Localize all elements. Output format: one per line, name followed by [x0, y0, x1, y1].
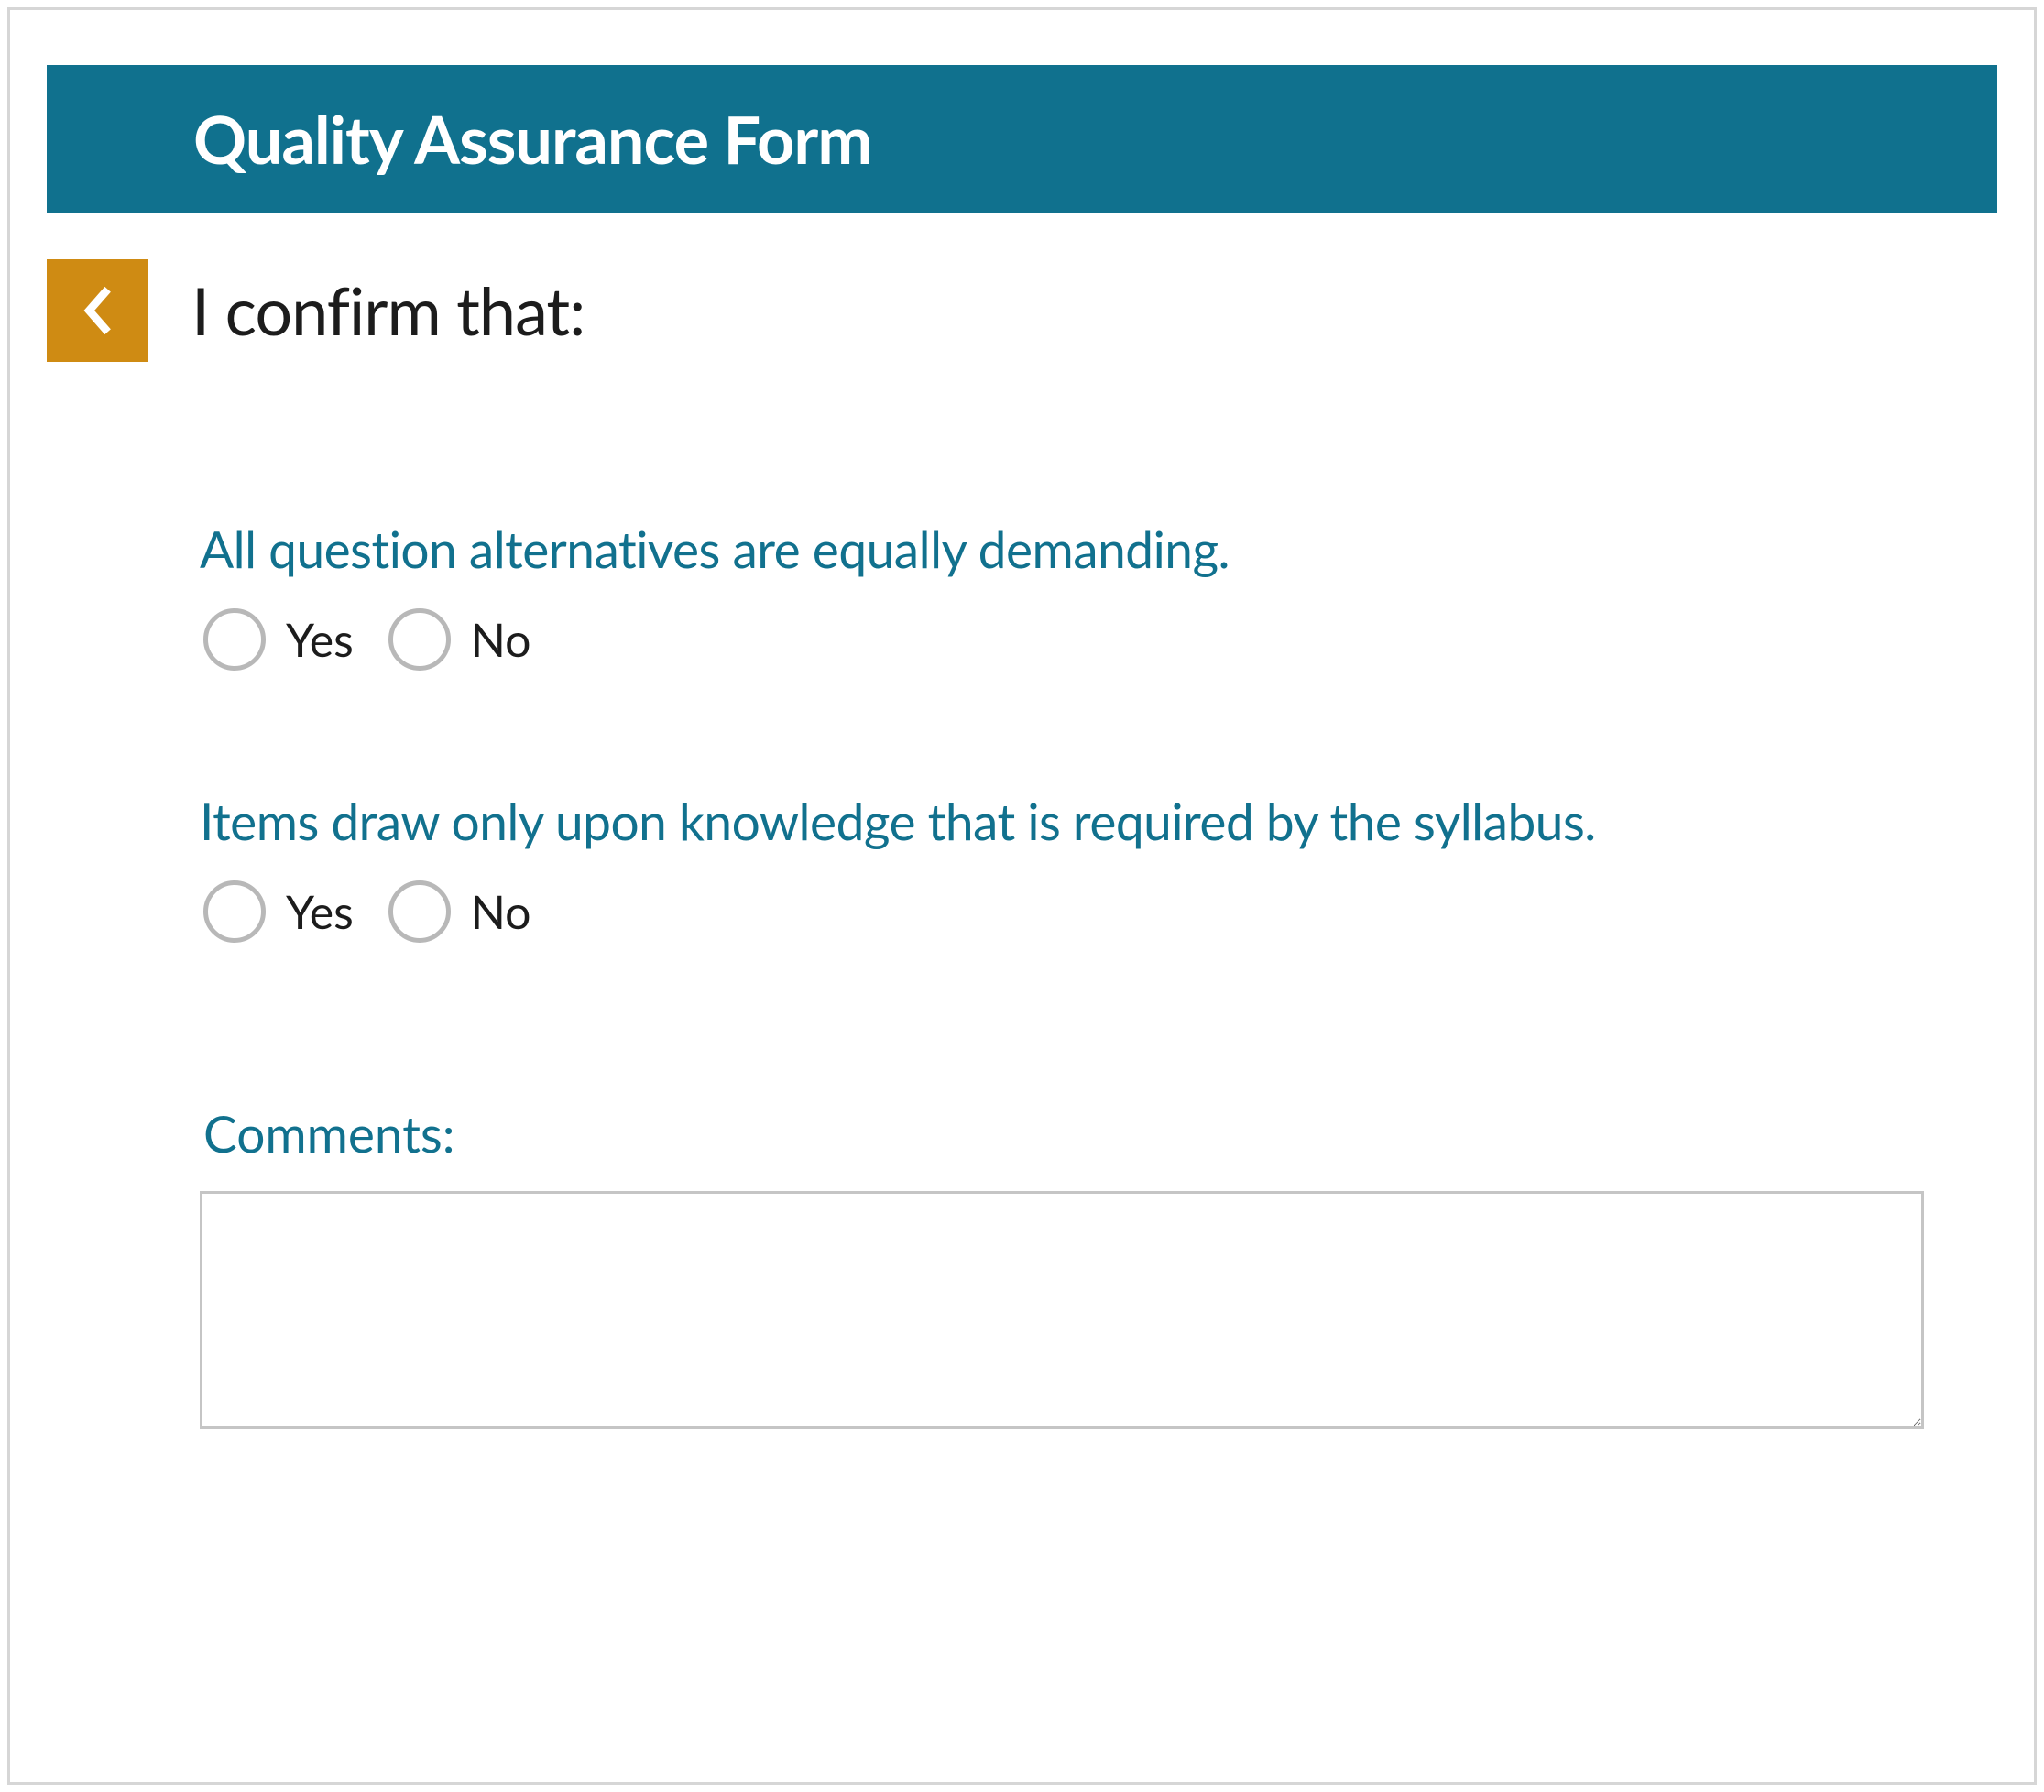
- radio-q2-yes-label: Yes: [286, 884, 354, 939]
- comments-label: Comments:: [200, 1103, 1924, 1164]
- back-button[interactable]: [47, 259, 148, 362]
- question-1-options: Yes No: [200, 608, 1924, 671]
- form-title: Quality Assurance Form: [193, 100, 1997, 179]
- radio-q1-no-label: No: [471, 612, 531, 667]
- radio-q2-no-label: No: [471, 884, 531, 939]
- question-2-options: Yes No: [200, 880, 1924, 943]
- radio-q1-no[interactable]: [388, 608, 451, 671]
- radio-q1-yes[interactable]: [203, 608, 266, 671]
- comments-textarea[interactable]: [200, 1191, 1924, 1429]
- radio-q2-yes[interactable]: [203, 880, 266, 943]
- chevron-left-icon: [80, 284, 115, 337]
- form-header: Quality Assurance Form: [47, 65, 1997, 213]
- form-frame: Quality Assurance Form I confirm that: A…: [7, 7, 2037, 1785]
- section-title: I confirm that:: [191, 271, 585, 350]
- question-1-text: All question alternatives are equally de…: [200, 518, 1924, 581]
- question-group-1: All question alternatives are equally de…: [200, 518, 1924, 671]
- radio-q1-yes-label: Yes: [286, 612, 354, 667]
- question-2-text: Items draw only upon knowledge that is r…: [200, 790, 1924, 853]
- radio-q2-no[interactable]: [388, 880, 451, 943]
- question-group-2: Items draw only upon knowledge that is r…: [200, 790, 1924, 943]
- form-content: All question alternatives are equally de…: [47, 518, 1997, 1433]
- section-header-row: I confirm that:: [47, 259, 1997, 362]
